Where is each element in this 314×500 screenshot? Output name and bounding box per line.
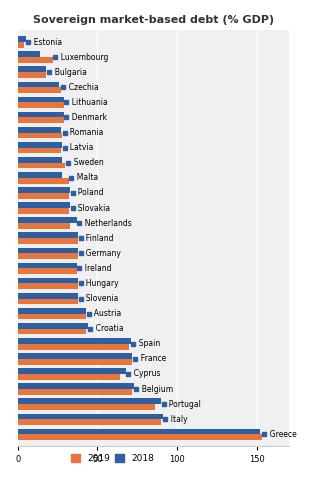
- Text: Luxembourg: Luxembourg: [56, 52, 108, 62]
- Bar: [18, 172, 62, 178]
- Bar: [18, 293, 78, 298]
- Text: Germany: Germany: [81, 249, 121, 258]
- Text: Netherlands: Netherlands: [80, 218, 132, 228]
- Text: Romania: Romania: [65, 128, 104, 137]
- Bar: [18, 323, 88, 328]
- Bar: [18, 148, 61, 154]
- Bar: [18, 420, 161, 425]
- Text: Belgium: Belgium: [137, 384, 173, 394]
- Text: Sweden: Sweden: [69, 158, 103, 167]
- Text: Latvia: Latvia: [65, 143, 94, 152]
- Bar: [18, 248, 78, 254]
- Bar: [18, 178, 69, 184]
- Bar: [18, 187, 70, 193]
- Bar: [18, 57, 53, 63]
- Bar: [18, 82, 59, 87]
- Bar: [18, 162, 65, 168]
- Bar: [18, 404, 155, 410]
- Bar: [18, 368, 126, 374]
- Bar: [18, 278, 78, 283]
- Bar: [18, 132, 62, 138]
- Text: Greece: Greece: [265, 430, 296, 439]
- Bar: [18, 414, 163, 420]
- Text: Slovenia: Slovenia: [81, 294, 119, 303]
- Text: Bulgaria: Bulgaria: [50, 68, 86, 76]
- Bar: [18, 384, 134, 389]
- Bar: [18, 193, 69, 198]
- Bar: [18, 434, 262, 440]
- Bar: [18, 398, 161, 404]
- Text: Ireland: Ireland: [80, 264, 111, 273]
- Text: Italy: Italy: [166, 415, 187, 424]
- Bar: [18, 262, 77, 268]
- Bar: [18, 36, 26, 42]
- Text: Austria: Austria: [89, 309, 122, 318]
- Bar: [18, 344, 129, 350]
- Bar: [18, 328, 86, 334]
- Text: Estonia: Estonia: [29, 38, 62, 46]
- Text: Portugal: Portugal: [164, 400, 201, 408]
- Bar: [18, 218, 77, 223]
- Text: Croatia: Croatia: [91, 324, 124, 333]
- Text: Malta: Malta: [72, 174, 98, 182]
- Bar: [18, 374, 120, 380]
- Title: Sovereign market-based debt (% GDP): Sovereign market-based debt (% GDP): [33, 15, 274, 25]
- Text: Denmark: Denmark: [67, 113, 107, 122]
- Bar: [18, 338, 131, 344]
- Bar: [18, 389, 133, 395]
- Bar: [18, 428, 260, 434]
- Bar: [18, 314, 86, 320]
- Bar: [18, 96, 64, 102]
- Bar: [18, 66, 46, 72]
- Text: Finland: Finland: [81, 234, 114, 242]
- Bar: [18, 223, 70, 229]
- Bar: [18, 359, 133, 364]
- Bar: [18, 268, 77, 274]
- Bar: [18, 254, 78, 259]
- Bar: [18, 308, 86, 314]
- Bar: [18, 127, 61, 132]
- Text: Lithuania: Lithuania: [67, 98, 108, 107]
- Bar: [18, 112, 64, 117]
- Bar: [18, 42, 24, 48]
- Text: Czechia: Czechia: [64, 83, 99, 92]
- Bar: [18, 232, 78, 238]
- Bar: [18, 284, 78, 289]
- Bar: [18, 157, 62, 162]
- Bar: [18, 238, 78, 244]
- Bar: [18, 118, 64, 123]
- Bar: [18, 52, 40, 57]
- Bar: [18, 202, 70, 208]
- Bar: [18, 142, 62, 148]
- Text: Spain: Spain: [134, 340, 160, 348]
- Text: Slovakia: Slovakia: [73, 204, 111, 212]
- Bar: [18, 72, 46, 78]
- Text: Hungary: Hungary: [81, 279, 119, 288]
- Bar: [18, 88, 61, 93]
- Legend: 2019, 2018: 2019, 2018: [68, 450, 158, 467]
- Bar: [18, 298, 78, 304]
- Text: France: France: [136, 354, 166, 364]
- Bar: [18, 353, 133, 359]
- Bar: [18, 102, 64, 108]
- Text: Cyprus: Cyprus: [129, 370, 161, 378]
- Bar: [18, 208, 69, 214]
- Text: Poland: Poland: [73, 188, 104, 198]
